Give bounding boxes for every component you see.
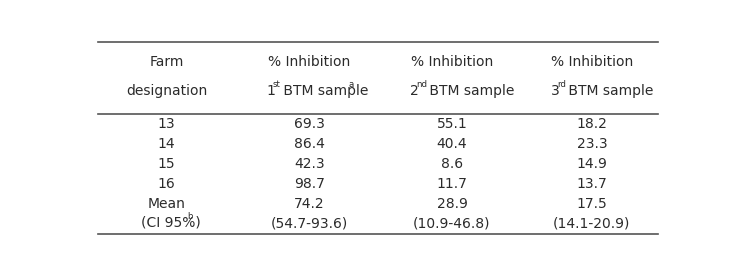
Text: BTM sample: BTM sample [425, 84, 514, 98]
Text: BTM sample: BTM sample [279, 84, 368, 98]
Text: nd: nd [416, 80, 427, 89]
Text: 55.1: 55.1 [436, 117, 467, 131]
Text: Farm: Farm [149, 55, 184, 69]
Text: 18.2: 18.2 [576, 117, 607, 131]
Text: (54.7-93.6): (54.7-93.6) [270, 217, 348, 231]
Text: (CI 95%): (CI 95%) [141, 216, 201, 230]
Text: % Inhibition: % Inhibition [268, 55, 350, 69]
Text: 11.7: 11.7 [436, 177, 467, 191]
Text: 86.4: 86.4 [294, 137, 324, 151]
Text: rd: rd [557, 80, 566, 89]
Text: 42.3: 42.3 [294, 157, 324, 171]
Text: 16: 16 [158, 177, 175, 191]
Text: 98.7: 98.7 [294, 177, 324, 191]
Text: a: a [349, 80, 354, 89]
Text: 2: 2 [410, 84, 419, 98]
Text: 28.9: 28.9 [436, 197, 467, 211]
Text: BTM sample: BTM sample [564, 84, 654, 98]
Text: 8.6: 8.6 [441, 157, 463, 171]
Text: 23.3: 23.3 [576, 137, 607, 151]
Text: b: b [187, 212, 193, 221]
Text: 69.3: 69.3 [294, 117, 324, 131]
Text: 14.9: 14.9 [576, 157, 607, 171]
Text: st: st [273, 80, 281, 89]
Text: designation: designation [126, 84, 207, 98]
Text: 3: 3 [551, 84, 559, 98]
Text: Mean: Mean [147, 197, 185, 211]
Text: (14.1-20.9): (14.1-20.9) [553, 217, 631, 231]
Text: 1: 1 [266, 84, 275, 98]
Text: % Inhibition: % Inhibition [411, 55, 493, 69]
Text: (10.9-46.8): (10.9-46.8) [413, 217, 491, 231]
Text: 13: 13 [158, 117, 175, 131]
Text: 14: 14 [158, 137, 175, 151]
Text: 74.2: 74.2 [294, 197, 324, 211]
Text: 15: 15 [158, 157, 175, 171]
Text: 40.4: 40.4 [436, 137, 467, 151]
Text: 13.7: 13.7 [576, 177, 607, 191]
Text: % Inhibition: % Inhibition [551, 55, 633, 69]
Text: 17.5: 17.5 [576, 197, 607, 211]
